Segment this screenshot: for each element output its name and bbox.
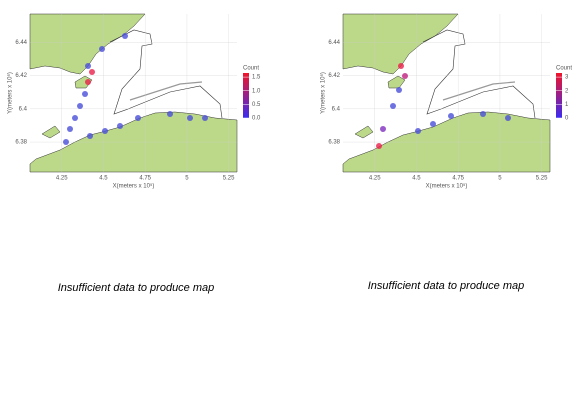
map-base [342, 13, 551, 173]
y-tick-label: 6.44 [328, 40, 340, 46]
y-axis-title: Y(meters x 10⁶) [320, 72, 327, 114]
legend-title: Count [243, 66, 259, 72]
message: Insufficient data to produce map [58, 282, 215, 294]
x-axis-title: X(meters x 10⁵) [113, 183, 155, 190]
points-right [376, 63, 511, 149]
maps: 4.25 4.5 4.75 5 5.256.446.426.46.38X(meters … [7, 13, 572, 190]
legend-tick-label: 2 [565, 88, 569, 94]
x-tick-label: 4.75 [452, 176, 464, 182]
legend-tick-label: 1.5 [252, 75, 261, 81]
legend-tick-label: 3 [565, 75, 569, 81]
map-base [29, 13, 238, 173]
y-tick-label: 6.4 [332, 106, 341, 112]
legend-tick-label: 1.0 [252, 88, 261, 94]
y-tick-label: 6.42 [15, 73, 27, 79]
x-tick-label: 4.25 [56, 176, 68, 182]
legend-tick-label: 0.0 [252, 116, 261, 122]
map-panel: 4.25 4.5 4.75 5 5.25 6.44 6.42 6.4 6.38 X(meters … [7, 13, 261, 190]
map-panel: 4.25 4.5 4.75 5 5.25 6.44 6.42 6.4 6.38 X(meters … [320, 13, 572, 190]
y-tick-label: 6.38 [15, 140, 27, 146]
x-tick-label: 5 [185, 176, 189, 182]
y-tick-label: 6.4 [19, 106, 28, 112]
legend-bar [556, 73, 562, 118]
y-tick-label: 6.42 [328, 73, 340, 79]
points-left [63, 33, 208, 145]
y-tick-label: 6.38 [328, 140, 340, 146]
legend-tick-label: 0.5 [252, 102, 261, 108]
x-tick-label: 4.75 [139, 176, 151, 182]
x-axis-title: X(meters x 10⁵) [426, 183, 468, 190]
x-tick-label: 4.5 [412, 176, 421, 182]
legend-tick-label: 1 [565, 102, 569, 108]
legend-title: Count [556, 66, 572, 72]
x-tick-label: 4.5 [99, 176, 108, 182]
y-axis-title: Y(meters x 10⁶) [7, 72, 14, 114]
x-tick-label: 5.25 [536, 176, 548, 182]
legend-tick-label: 0 [565, 116, 569, 122]
legend-bar [243, 73, 249, 118]
x-tick-label: 5.25 [223, 176, 235, 182]
x-tick-label: 4.25 [369, 176, 381, 182]
message: Insufficient data to produce map [368, 280, 525, 292]
x-tick-label: 5 [498, 176, 502, 182]
y-tick-label: 6.44 [15, 40, 27, 46]
